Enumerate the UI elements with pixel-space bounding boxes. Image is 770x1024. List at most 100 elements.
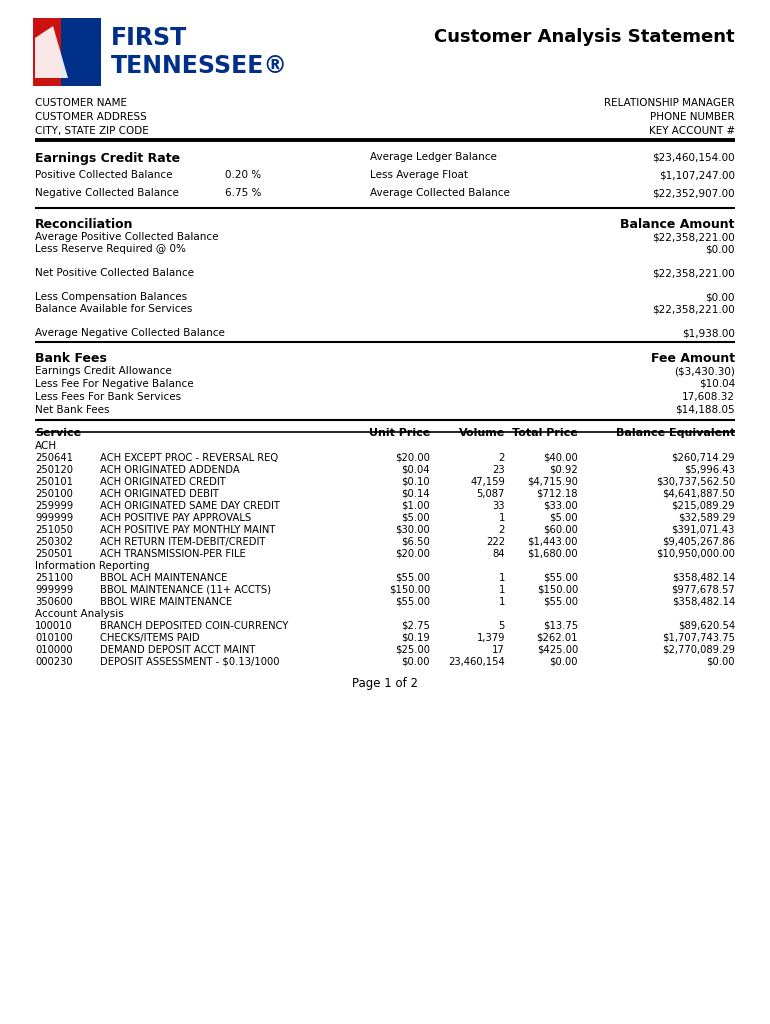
Text: 251050: 251050: [35, 525, 73, 535]
Text: 5,087: 5,087: [477, 489, 505, 499]
Text: Less Fees For Bank Services: Less Fees For Bank Services: [35, 392, 181, 402]
Text: Reconciliation: Reconciliation: [35, 218, 133, 231]
Text: Page 1 of 2: Page 1 of 2: [352, 677, 418, 690]
Text: Unit Price: Unit Price: [369, 428, 430, 438]
Text: $0.00: $0.00: [401, 657, 430, 667]
Text: BRANCH DEPOSITED COIN-CURRENCY: BRANCH DEPOSITED COIN-CURRENCY: [100, 621, 289, 631]
Text: $10,950,000.00: $10,950,000.00: [656, 549, 735, 559]
Text: CUSTOMER ADDRESS: CUSTOMER ADDRESS: [35, 112, 147, 122]
Text: 250101: 250101: [35, 477, 73, 487]
Text: $20.00: $20.00: [395, 453, 430, 463]
Text: CUSTOMER NAME: CUSTOMER NAME: [35, 98, 127, 108]
Text: $0.00: $0.00: [705, 292, 735, 302]
Text: Negative Collected Balance: Negative Collected Balance: [35, 188, 179, 198]
Text: 350600: 350600: [35, 597, 72, 607]
Text: ACH: ACH: [35, 441, 57, 451]
Text: 250641: 250641: [35, 453, 73, 463]
Text: $55.00: $55.00: [543, 597, 578, 607]
Text: $10.04: $10.04: [698, 379, 735, 389]
Text: $14,188.05: $14,188.05: [675, 406, 735, 415]
Text: $1,707,743.75: $1,707,743.75: [662, 633, 735, 643]
Text: 222: 222: [486, 537, 505, 547]
Text: $22,358,221.00: $22,358,221.00: [652, 304, 735, 314]
Text: 1: 1: [499, 585, 505, 595]
Text: Balance Equivalent: Balance Equivalent: [616, 428, 735, 438]
Text: 6.75 %: 6.75 %: [225, 188, 261, 198]
Text: 010100: 010100: [35, 633, 72, 643]
Text: Less Average Float: Less Average Float: [370, 170, 468, 180]
Text: $55.00: $55.00: [543, 573, 578, 583]
Text: $13.75: $13.75: [543, 621, 578, 631]
Text: $30.00: $30.00: [395, 525, 430, 535]
Text: Less Reserve Required @ 0%: Less Reserve Required @ 0%: [35, 244, 186, 254]
Text: $0.19: $0.19: [401, 633, 430, 643]
Text: Average Positive Collected Balance: Average Positive Collected Balance: [35, 232, 219, 242]
Text: 0.20 %: 0.20 %: [225, 170, 261, 180]
Text: ACH ORIGINATED SAME DAY CREDIT: ACH ORIGINATED SAME DAY CREDIT: [100, 501, 280, 511]
Polygon shape: [61, 18, 101, 86]
Text: $260,714.29: $260,714.29: [671, 453, 735, 463]
Text: $25.00: $25.00: [395, 645, 430, 655]
Text: 010000: 010000: [35, 645, 72, 655]
Text: $0.14: $0.14: [401, 489, 430, 499]
Text: $1,107,247.00: $1,107,247.00: [659, 170, 735, 180]
Text: ACH ORIGINATED DEBIT: ACH ORIGINATED DEBIT: [100, 489, 219, 499]
Text: 2: 2: [499, 453, 505, 463]
Text: Customer Analysis Statement: Customer Analysis Statement: [434, 28, 735, 46]
Text: 2: 2: [499, 525, 505, 535]
Text: BBOL MAINTENANCE (11+ ACCTS): BBOL MAINTENANCE (11+ ACCTS): [100, 585, 271, 595]
Text: Earnings Credit Allowance: Earnings Credit Allowance: [35, 366, 172, 376]
Text: $4,715.90: $4,715.90: [527, 477, 578, 487]
Text: ACH ORIGINATED ADDENDA: ACH ORIGINATED ADDENDA: [100, 465, 239, 475]
Text: 1: 1: [499, 513, 505, 523]
Text: $55.00: $55.00: [395, 573, 430, 583]
Text: Fee Amount: Fee Amount: [651, 352, 735, 365]
Text: $1.00: $1.00: [401, 501, 430, 511]
Text: Information Reporting: Information Reporting: [35, 561, 149, 571]
Text: Total Price: Total Price: [512, 428, 578, 438]
Text: $0.10: $0.10: [401, 477, 430, 487]
Text: 250100: 250100: [35, 489, 73, 499]
Text: Bank Fees: Bank Fees: [35, 352, 107, 365]
Text: $22,358,221.00: $22,358,221.00: [652, 268, 735, 278]
Text: TENNESSEE®: TENNESSEE®: [111, 54, 288, 78]
Text: $2,770,089.29: $2,770,089.29: [662, 645, 735, 655]
Bar: [33, 18, 101, 86]
Text: $358,482.14: $358,482.14: [671, 597, 735, 607]
Text: KEY ACCOUNT #: KEY ACCOUNT #: [649, 126, 735, 136]
Polygon shape: [35, 26, 68, 78]
Text: $391,071.43: $391,071.43: [671, 525, 735, 535]
Text: $1,443.00: $1,443.00: [527, 537, 578, 547]
Text: Volume: Volume: [459, 428, 505, 438]
Text: $6.50: $6.50: [401, 537, 430, 547]
Text: $5.00: $5.00: [549, 513, 578, 523]
Text: 17,608.32: 17,608.32: [682, 392, 735, 402]
Text: $1,938.00: $1,938.00: [682, 328, 735, 338]
Text: Average Collected Balance: Average Collected Balance: [370, 188, 510, 198]
Text: $55.00: $55.00: [395, 597, 430, 607]
Text: Balance Amount: Balance Amount: [621, 218, 735, 231]
Text: $60.00: $60.00: [543, 525, 578, 535]
Text: ACH POSITIVE PAY MONTHLY MAINT: ACH POSITIVE PAY MONTHLY MAINT: [100, 525, 276, 535]
Text: 47,159: 47,159: [470, 477, 505, 487]
Text: 000230: 000230: [35, 657, 72, 667]
Text: Balance Available for Services: Balance Available for Services: [35, 304, 193, 314]
Text: BBOL ACH MAINTENANCE: BBOL ACH MAINTENANCE: [100, 573, 227, 583]
Text: Less Fee For Negative Balance: Less Fee For Negative Balance: [35, 379, 193, 389]
Text: $0.00: $0.00: [550, 657, 578, 667]
Text: $0.92: $0.92: [549, 465, 578, 475]
Text: Net Positive Collected Balance: Net Positive Collected Balance: [35, 268, 194, 278]
Text: $0.00: $0.00: [707, 657, 735, 667]
Text: $2.75: $2.75: [401, 621, 430, 631]
Text: $712.18: $712.18: [537, 489, 578, 499]
Text: 250501: 250501: [35, 549, 73, 559]
Text: $22,358,221.00: $22,358,221.00: [652, 232, 735, 242]
Text: $22,352,907.00: $22,352,907.00: [652, 188, 735, 198]
Text: 5: 5: [499, 621, 505, 631]
Text: $40.00: $40.00: [544, 453, 578, 463]
Text: ACH TRANSMISSION-PER FILE: ACH TRANSMISSION-PER FILE: [100, 549, 246, 559]
Text: $30,737,562.50: $30,737,562.50: [656, 477, 735, 487]
Text: 1: 1: [499, 597, 505, 607]
Text: ACH EXCEPT PROC - REVERSAL REQ: ACH EXCEPT PROC - REVERSAL REQ: [100, 453, 278, 463]
Text: $9,405,267.86: $9,405,267.86: [662, 537, 735, 547]
